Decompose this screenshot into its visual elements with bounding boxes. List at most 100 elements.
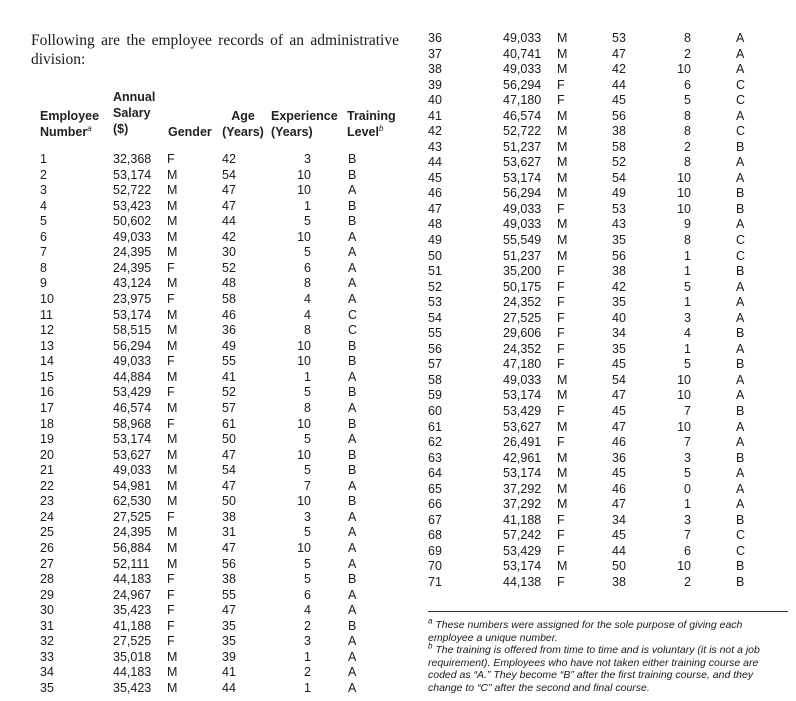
table-row: 49 55,549 M 35 8 C — [0, 233, 796, 248]
employee-number-cell: 44 — [428, 155, 442, 170]
gender-cell: F — [557, 201, 565, 216]
training-level-cell: A — [736, 279, 745, 294]
age-cell: 42 — [222, 152, 236, 166]
gender-cell: F — [167, 260, 175, 275]
salary-cell: 35,423 — [113, 603, 152, 618]
salary-cell: 57,242 — [503, 528, 542, 543]
employee-number-cell: 5 — [40, 214, 47, 229]
header-line: ($) — [113, 122, 129, 136]
experience-cell: 6 — [684, 77, 691, 92]
employee-number-cell: 26 — [40, 541, 54, 555]
experience-cell: 8 — [304, 400, 311, 415]
training-level-cell: A — [736, 497, 745, 512]
employee-number-cell: 6 — [40, 229, 47, 244]
footnote-text: These numbers were assigned for the sole… — [428, 619, 743, 644]
employee-number-cell: 65 — [428, 481, 442, 496]
experience-cell: 3 — [304, 634, 311, 649]
employee-number-cell: 2 — [40, 167, 47, 182]
gender-cell: F — [557, 435, 565, 450]
gender-cell: F — [557, 543, 565, 558]
table-row: 63 42,961 M 36 3 B — [0, 451, 796, 466]
age-cell: 52 — [222, 260, 236, 275]
gender-cell: M — [167, 229, 178, 244]
salary-cell: 24,395 — [113, 525, 152, 540]
training-level-cell: A — [348, 292, 357, 307]
experience-cell: 5 — [304, 525, 311, 540]
gender-cell: M — [557, 481, 568, 496]
employee-number-cell: 42 — [428, 124, 442, 139]
employee-number-cell: 63 — [428, 450, 442, 465]
gender-cell: F — [557, 326, 565, 341]
gender-cell: M — [167, 665, 178, 680]
training-level-cell: C — [348, 307, 358, 322]
salary-cell: 50,175 — [503, 279, 542, 294]
employee-number-cell: 31 — [40, 618, 54, 633]
salary-cell: 53,174 — [503, 388, 542, 403]
employee-number-cell: 3 — [40, 183, 47, 198]
training-level-cell: B — [736, 139, 745, 154]
experience-cell: 6 — [304, 587, 311, 602]
table-row: 41 46,574 M 56 8 A — [0, 109, 796, 124]
salary-cell: 51,237 — [503, 139, 542, 154]
experience-cell: 5 — [684, 357, 691, 372]
training-level-cell: B — [348, 447, 357, 462]
experience-cell: 10 — [677, 419, 691, 434]
training-level-cell: A — [736, 435, 745, 450]
age-cell: 35 — [612, 233, 626, 248]
table-row: 24 27,525 F 38 3 A — [0, 510, 796, 525]
training-level-cell: A — [348, 478, 357, 493]
gender-cell: F — [557, 295, 565, 310]
employee-number-cell: 68 — [428, 528, 442, 543]
salary-cell: 49,033 — [113, 229, 152, 244]
training-level-cell: A — [736, 341, 745, 356]
salary-cell: 56,294 — [503, 77, 542, 92]
age-cell: 42 — [222, 229, 236, 244]
experience-cell: 7 — [304, 478, 311, 493]
age-cell: 48 — [222, 276, 236, 291]
table-row: 57 47,180 F 45 5 B — [0, 357, 796, 372]
age-cell: 54 — [222, 167, 236, 182]
salary-cell: 35,423 — [113, 681, 152, 696]
salary-cell: 53,174 — [113, 167, 152, 182]
training-level-cell: C — [348, 323, 358, 338]
salary-cell: 27,525 — [113, 509, 152, 524]
salary-cell: 53,174 — [503, 466, 542, 481]
experience-cell: 2 — [684, 139, 691, 154]
age-cell: 47 — [222, 541, 236, 555]
employee-number-cell: 54 — [428, 310, 442, 325]
gender-cell: M — [167, 494, 178, 509]
salary-cell: 35,018 — [113, 649, 152, 664]
experience-cell: 9 — [684, 217, 691, 232]
table-row: 33 35,018 M 39 1 A — [0, 650, 796, 665]
age-cell: 47 — [222, 478, 236, 493]
table-row: 50 51,237 M 56 1 C — [0, 249, 796, 264]
experience-cell: 1 — [684, 295, 691, 310]
gender-cell: M — [167, 245, 178, 260]
experience-cell: 7 — [684, 403, 691, 418]
table-row: 70 53,174 M 50 10 B — [0, 559, 796, 574]
gender-cell: F — [167, 385, 175, 400]
experience-cell: 1 — [304, 198, 311, 213]
employee-number-cell: 37 — [428, 46, 442, 61]
age-cell: 54 — [612, 170, 626, 185]
employee-number-cell: 25 — [40, 525, 54, 540]
experience-cell: 10 — [297, 416, 311, 431]
table-row: 64 53,174 M 45 5 A — [0, 466, 796, 481]
table-row: 10 23,975 F 58 4 A — [0, 292, 796, 307]
salary-cell: 24,395 — [113, 245, 152, 260]
training-level-cell: B — [348, 618, 357, 633]
salary-cell: 53,174 — [113, 307, 152, 322]
salary-cell: 44,884 — [113, 369, 152, 384]
training-level-cell: A — [736, 481, 745, 496]
table-row: 54 27,525 F 40 3 A — [0, 311, 796, 326]
table-row: 38 49,033 M 42 10 A — [0, 62, 796, 77]
gender-cell: F — [557, 403, 565, 418]
training-level-cell: A — [348, 509, 357, 524]
training-level-cell: A — [736, 62, 745, 77]
experience-cell: 10 — [677, 201, 691, 216]
training-level-cell: A — [736, 466, 745, 481]
table-row: 15 44,884 M 41 1 A — [0, 370, 796, 385]
table-row: 48 49,033 M 43 9 A — [0, 217, 796, 232]
experience-cell: 5 — [304, 556, 311, 571]
gender-cell: M — [557, 388, 568, 403]
